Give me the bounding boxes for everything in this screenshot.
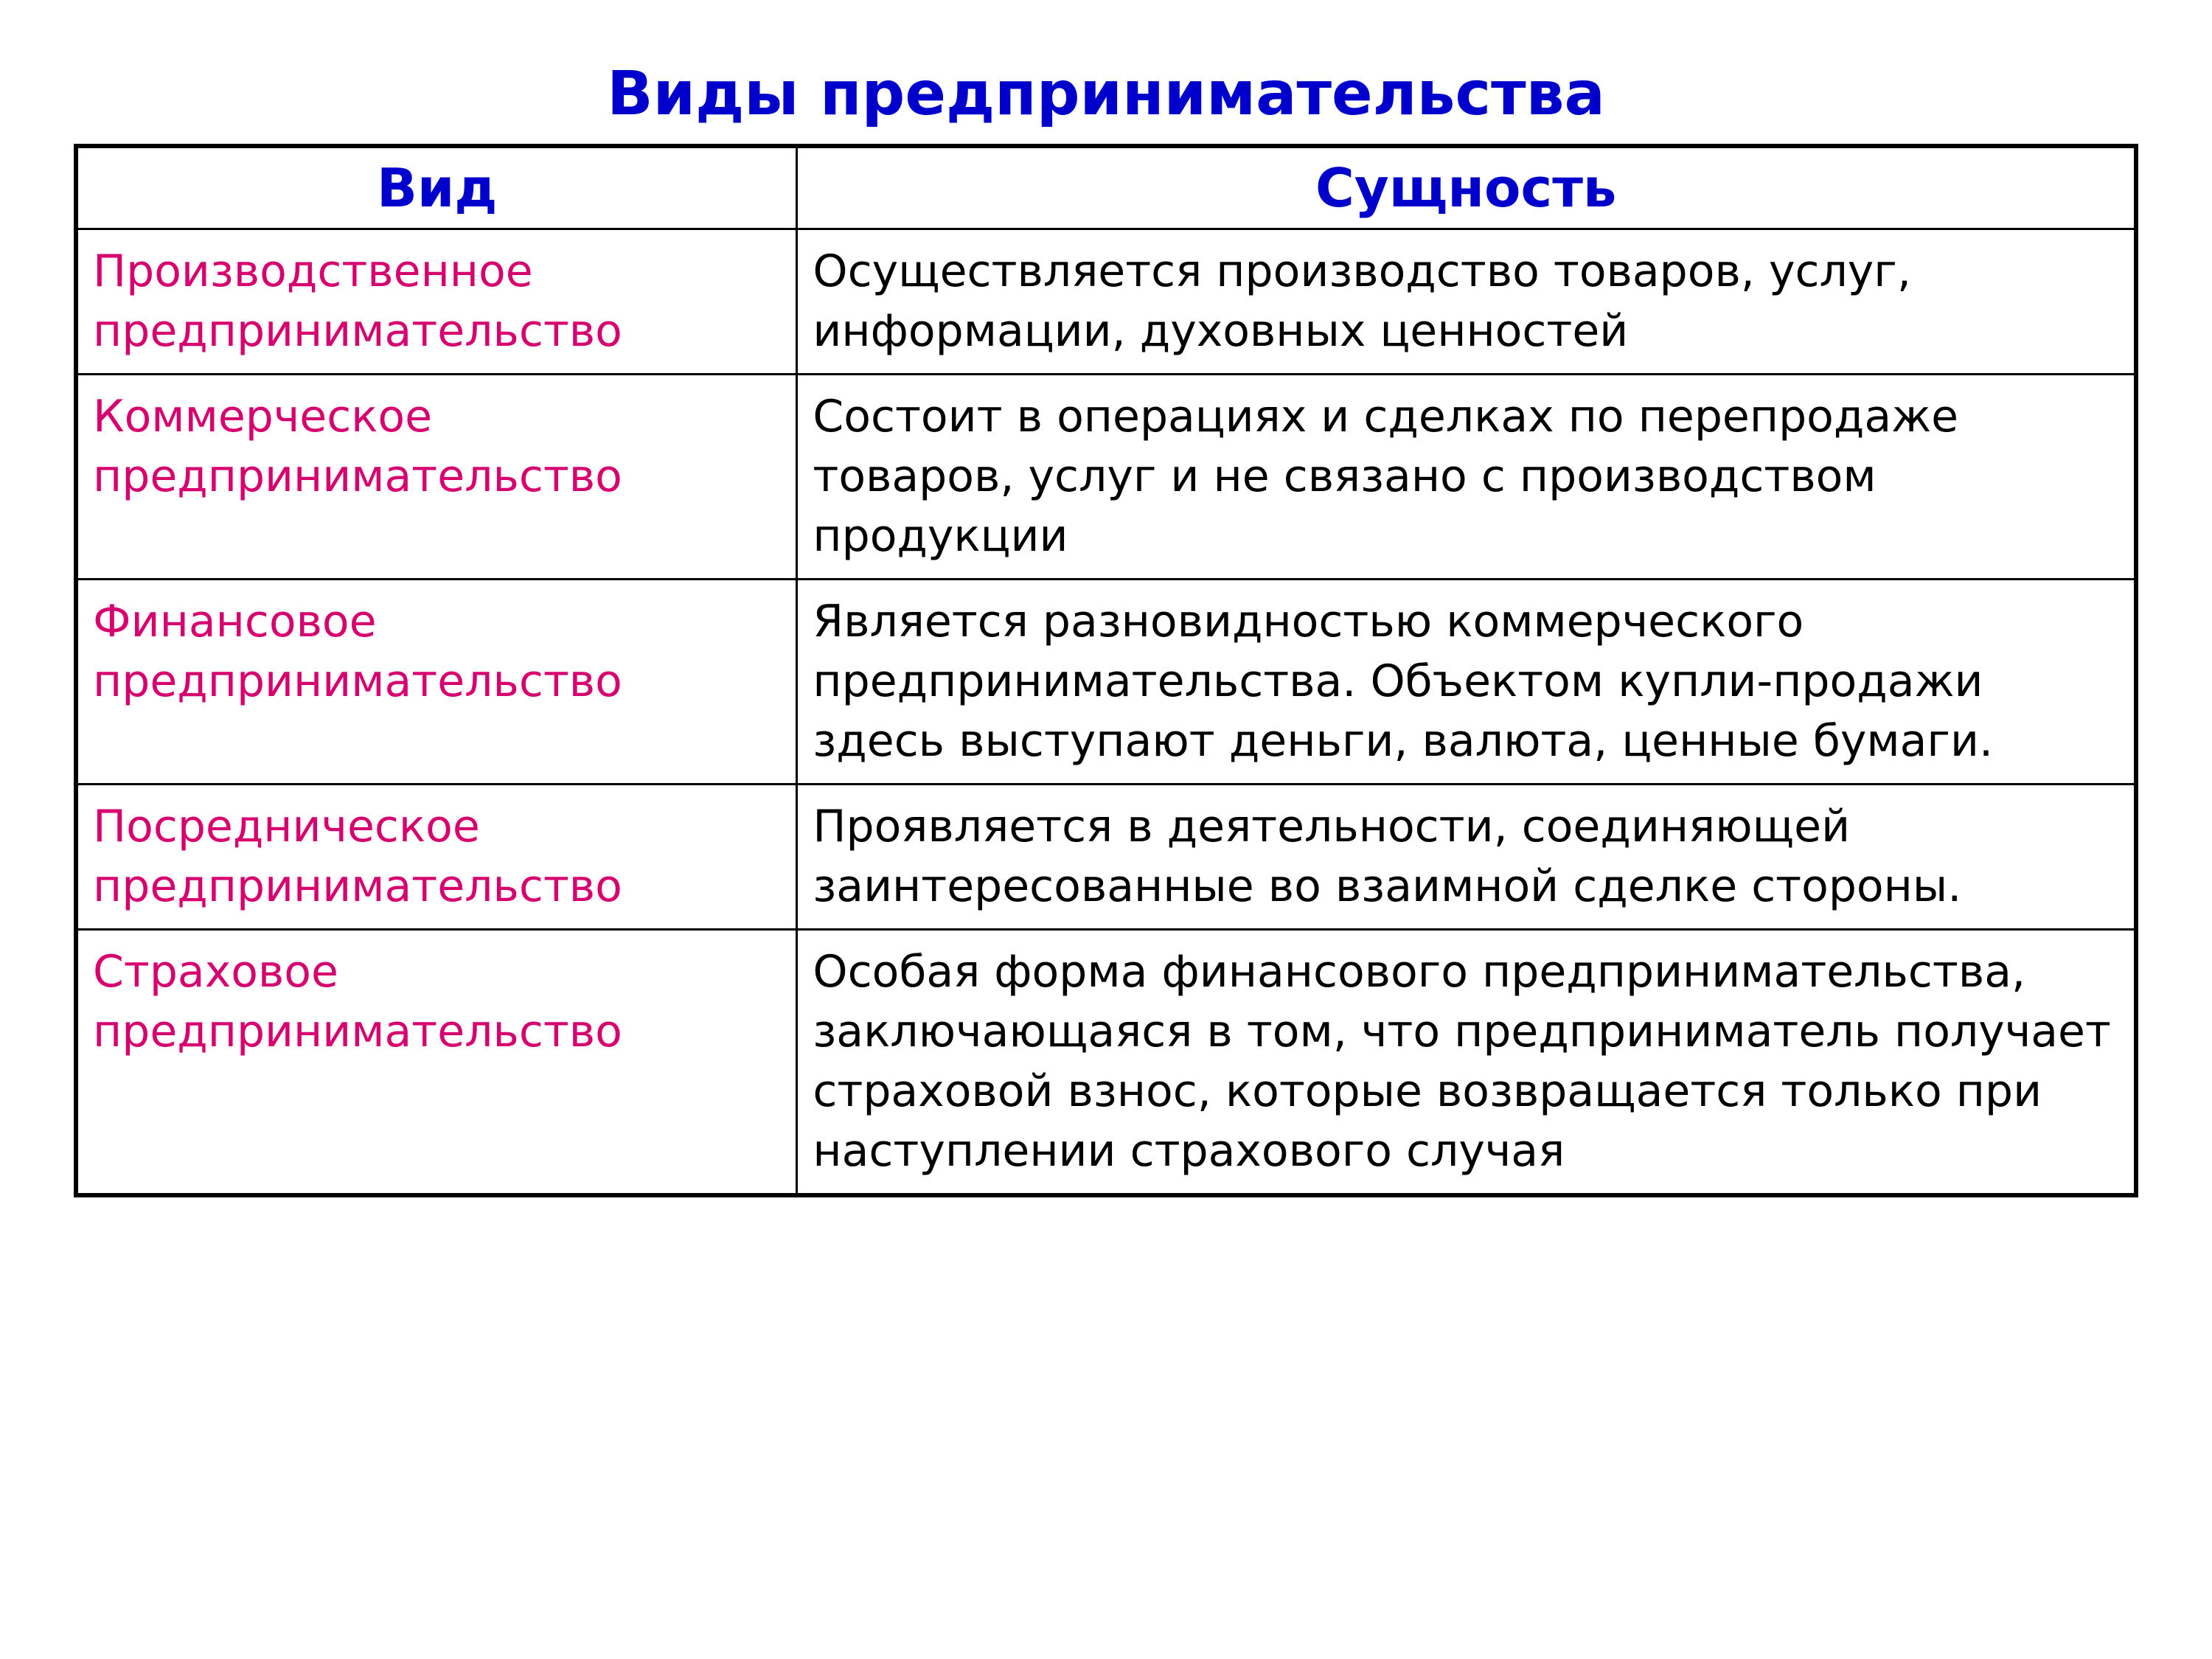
essence-cell: Осуществляется производство товаров, усл… xyxy=(797,229,2136,375)
essence-cell: Проявляется в деятельности, соединяющей … xyxy=(797,785,2136,930)
type-cell: Финансовое предпринимательство xyxy=(76,580,797,785)
table-row: Коммерческое предпринимательство Состоит… xyxy=(76,375,2136,580)
essence-cell: Особая форма финансового предприниматель… xyxy=(797,930,2136,1196)
page-title: Виды предпринимательства xyxy=(74,59,2138,129)
table-row: Производственное предпринимательство Осу… xyxy=(76,229,2136,375)
type-cell: Производственное предпринимательство xyxy=(76,229,797,375)
essence-cell: Является разновидностью коммерческого пр… xyxy=(797,580,2136,785)
type-cell: Коммерческое предпринимательство xyxy=(76,375,797,580)
table-row: Посредническое предпринимательство Прояв… xyxy=(76,785,2136,930)
entrepreneurship-table: Вид Сущность Производственное предприним… xyxy=(74,144,2138,1197)
type-cell: Посредническое предпринимательство xyxy=(76,785,797,930)
type-cell: Страховое предпринимательство xyxy=(76,930,797,1196)
table-row: Финансовое предпринимательство Является … xyxy=(76,580,2136,785)
table-header-row: Вид Сущность xyxy=(76,146,2136,229)
column-header-essence: Сущность xyxy=(797,146,2136,229)
column-header-type: Вид xyxy=(76,146,797,229)
essence-cell: Состоит в операциях и сделках по перепро… xyxy=(797,375,2136,580)
table-row: Страховое предпринимательство Особая фор… xyxy=(76,930,2136,1196)
